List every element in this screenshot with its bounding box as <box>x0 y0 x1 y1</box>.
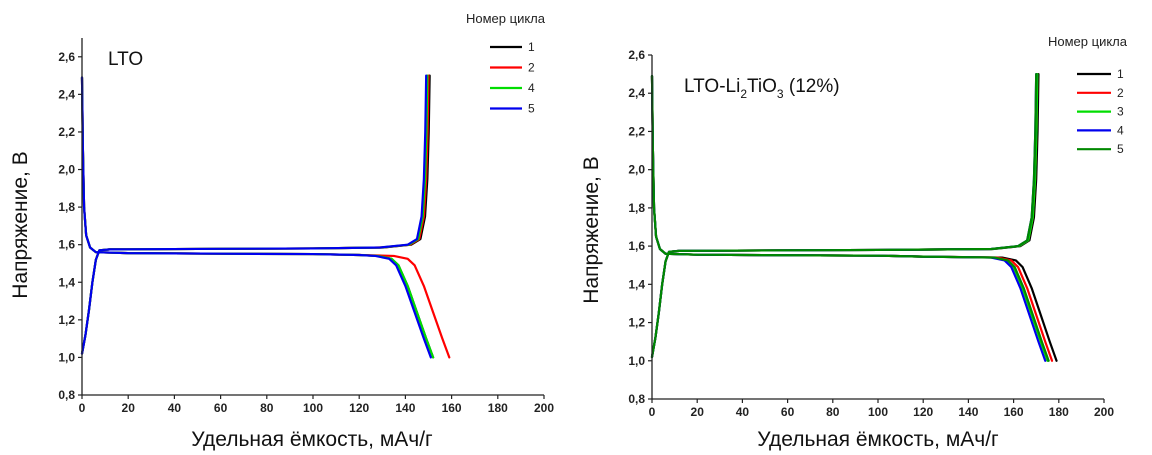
x-tick-label: 60 <box>214 401 228 415</box>
chart-lto-li2tio3: 0 20 40 60 80 100 120 140 160 180 200 0,8 1,0 1,2 1,4 1… <box>580 34 1128 451</box>
series-2-discharge-line <box>650 74 1054 362</box>
series-5-charge-line <box>650 73 1038 359</box>
series-4-charge-line <box>80 74 429 355</box>
y-axis-title: Напряжение, В <box>9 151 32 298</box>
x-tick-label: 40 <box>168 401 182 415</box>
x-tick-label: 80 <box>260 401 274 415</box>
x-tick-label: 100 <box>868 405 888 419</box>
legend-title: Номер цикла <box>1048 34 1128 49</box>
y-tick-label: 0,8 <box>58 388 75 402</box>
series-1-charge-line <box>650 73 1040 359</box>
legend-label-4: 4 <box>1117 123 1124 137</box>
x-axis-title: Удельная ёмкость, мАч/г <box>191 428 433 451</box>
axes <box>648 54 1105 403</box>
y-tick-label: 2,2 <box>628 124 645 138</box>
x-tick-label: 20 <box>691 405 705 419</box>
x-tick-label: 40 <box>736 405 750 419</box>
y-tick-label: 2,4 <box>58 87 75 101</box>
x-tick-label: 120 <box>349 401 369 415</box>
series-4-discharge-line <box>80 76 435 359</box>
series-5-discharge-line <box>80 76 432 359</box>
legend-label-1: 1 <box>1117 67 1124 81</box>
plot-curves <box>650 73 1058 362</box>
sample-label-part: LTO-Li <box>684 76 740 97</box>
legend-label-3: 3 <box>1117 105 1124 119</box>
y-tick-label: 1,8 <box>628 201 645 215</box>
legend-label-1: 1 <box>528 40 535 54</box>
y-tick-label: 1,6 <box>628 239 645 253</box>
x-tick-label: 140 <box>958 405 978 419</box>
x-tick-label: 180 <box>1049 405 1069 419</box>
series-5-charge-line <box>80 74 428 355</box>
sample-label-part: (12%) <box>784 76 840 97</box>
series-1-discharge-line <box>650 74 1058 362</box>
chart-lto: 0 20 40 60 80 100 120 140 160 180 200 0,8 1,0 1,2 1,4 1… <box>9 11 554 451</box>
y-tick-label: 1,4 <box>58 275 75 289</box>
y-axis-title: Напряжение, В <box>580 156 603 303</box>
y-tick-label: 2,0 <box>628 163 645 177</box>
x-tick-label: 140 <box>395 401 415 415</box>
series-3-discharge-line <box>650 74 1049 362</box>
x-tick-label: 80 <box>826 405 840 419</box>
y-tick-label: 2,4 <box>628 86 645 100</box>
sample-label-subscript: 2 <box>740 87 747 101</box>
x-tick-label: 100 <box>303 401 323 415</box>
sample-label-subscript: 3 <box>777 87 784 101</box>
legend-label-4: 4 <box>528 81 535 95</box>
y-tick-label: 1,8 <box>58 200 75 214</box>
series-5-discharge-line <box>650 74 1050 362</box>
series-2-discharge-line <box>80 76 451 359</box>
x-tick-label: 120 <box>913 405 933 419</box>
x-tick-label: 200 <box>1094 405 1114 419</box>
series-2-charge-line <box>80 74 430 355</box>
x-tick-label: 160 <box>442 401 462 415</box>
legend: 1 2 4 5 <box>490 40 535 116</box>
x-tick-label: 60 <box>781 405 795 419</box>
plot-curves <box>80 74 451 359</box>
series-1-charge-line <box>80 74 431 355</box>
y-tick-label: 2,6 <box>628 48 645 62</box>
legend-label-2: 2 <box>528 61 535 75</box>
x-tick-label: 180 <box>488 401 508 415</box>
series-2-charge-line <box>650 73 1039 359</box>
x-tick-label: 160 <box>1004 405 1024 419</box>
legend: 1 2 3 4 5 <box>1077 67 1124 156</box>
y-tick-label: 1,0 <box>628 354 645 368</box>
series-4-charge-line <box>650 73 1038 359</box>
y-tick-label: 1,6 <box>58 238 75 252</box>
sample-label: LTO-Li2TiO3 (12%) <box>684 76 840 101</box>
sample-label-part: TiO <box>747 76 777 97</box>
x-tick-label: 0 <box>79 401 86 415</box>
y-tick-label: 1,2 <box>628 316 645 330</box>
y-tick-label: 1,0 <box>58 350 75 364</box>
y-tick-label: 2,2 <box>58 125 75 139</box>
x-tick-label: 0 <box>649 405 656 419</box>
series-1-discharge-line <box>80 76 435 359</box>
axes <box>78 38 545 399</box>
legend-title: Номер цикла <box>466 11 546 26</box>
x-axis-title: Удельная ёмкость, мАч/г <box>757 428 999 451</box>
legend-label-2: 2 <box>1117 86 1124 100</box>
sample-label: LTO <box>108 49 143 70</box>
tick-labels: 0 20 40 60 80 100 120 140 160 180 200 0,8 1,0 1,2 1,4 1… <box>58 50 554 415</box>
y-tick-label: 2,0 <box>58 163 75 177</box>
y-tick-label: 0,8 <box>628 392 645 406</box>
series-3-charge-line <box>650 73 1039 359</box>
x-tick-label: 20 <box>122 401 136 415</box>
series-4-discharge-line <box>650 74 1047 362</box>
legend-label-5: 5 <box>1117 142 1124 156</box>
tick-labels: 0 20 40 60 80 100 120 140 160 180 200 0,8 1,0 1,2 1,4 1… <box>628 48 1114 419</box>
legend-label-5: 5 <box>528 102 535 116</box>
y-tick-label: 1,4 <box>628 277 645 291</box>
x-tick-label: 200 <box>534 401 554 415</box>
y-tick-label: 1,2 <box>58 313 75 327</box>
y-tick-label: 2,6 <box>58 50 75 64</box>
